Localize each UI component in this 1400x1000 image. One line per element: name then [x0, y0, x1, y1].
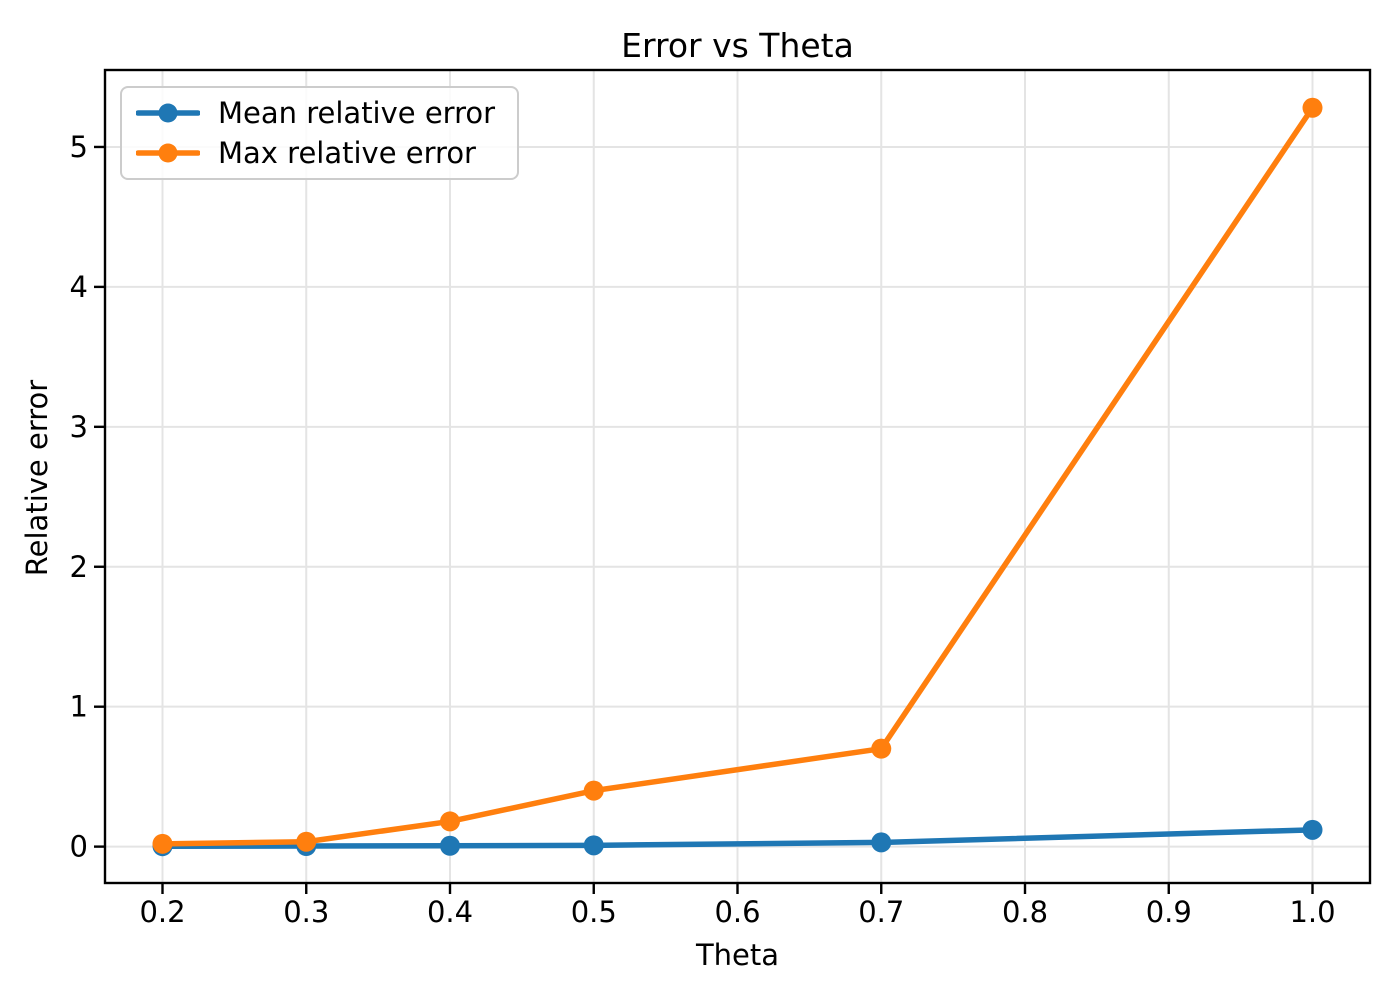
data-point-max-relative-error	[583, 780, 604, 801]
x-tick-label: 0.8	[1002, 895, 1048, 929]
data-point-max-relative-error	[296, 831, 317, 852]
legend-dot	[158, 103, 178, 123]
data-point-max-relative-error	[152, 833, 173, 854]
x-tick-label: 0.7	[858, 895, 904, 929]
x-tick-label: 0.2	[139, 895, 185, 929]
y-tick-label: 5	[70, 130, 88, 164]
data-point-mean-relative-error	[871, 832, 892, 853]
x-tick-label: 0.6	[714, 895, 760, 929]
y-tick-label: 2	[70, 550, 88, 584]
legend-item: Max relative error	[136, 134, 495, 172]
series-line-max-relative-error	[159, 105, 1316, 847]
data-point-mean-relative-error	[440, 835, 460, 856]
x-tick-label: 0.5	[571, 895, 617, 929]
chart-title: Error vs Theta	[621, 26, 854, 65]
x-tick-label: 0.3	[283, 895, 329, 929]
series-line-mean-relative-error	[159, 827, 1316, 849]
data-point-mean-relative-error	[1302, 819, 1323, 840]
y-tick-label: 3	[70, 410, 88, 444]
legend: Mean relative error Max relative error	[120, 86, 520, 180]
line-marker-icon	[136, 143, 200, 163]
data-point-mean-relative-error	[583, 835, 604, 856]
y-tick-label: 0	[70, 830, 88, 864]
data-point-max-relative-error	[1302, 97, 1323, 118]
y-axis-label: Relative error	[20, 379, 54, 577]
legend-label: Max relative error	[218, 136, 476, 170]
line-marker-icon	[136, 103, 200, 123]
data-point-max-relative-error	[871, 738, 892, 759]
legend-dot	[158, 143, 178, 163]
x-tick-label: 0.9	[1146, 895, 1192, 929]
x-axis-label: Theta	[695, 938, 780, 972]
legend-label: Mean relative error	[218, 96, 496, 130]
x-tick-label: 1.0	[1289, 895, 1335, 929]
y-tick-label: 1	[70, 690, 88, 724]
x-tick-label: 0.4	[427, 895, 473, 929]
legend-item: Mean relative error	[136, 94, 495, 132]
data-point-max-relative-error	[440, 811, 460, 832]
y-tick-label: 4	[70, 270, 88, 304]
